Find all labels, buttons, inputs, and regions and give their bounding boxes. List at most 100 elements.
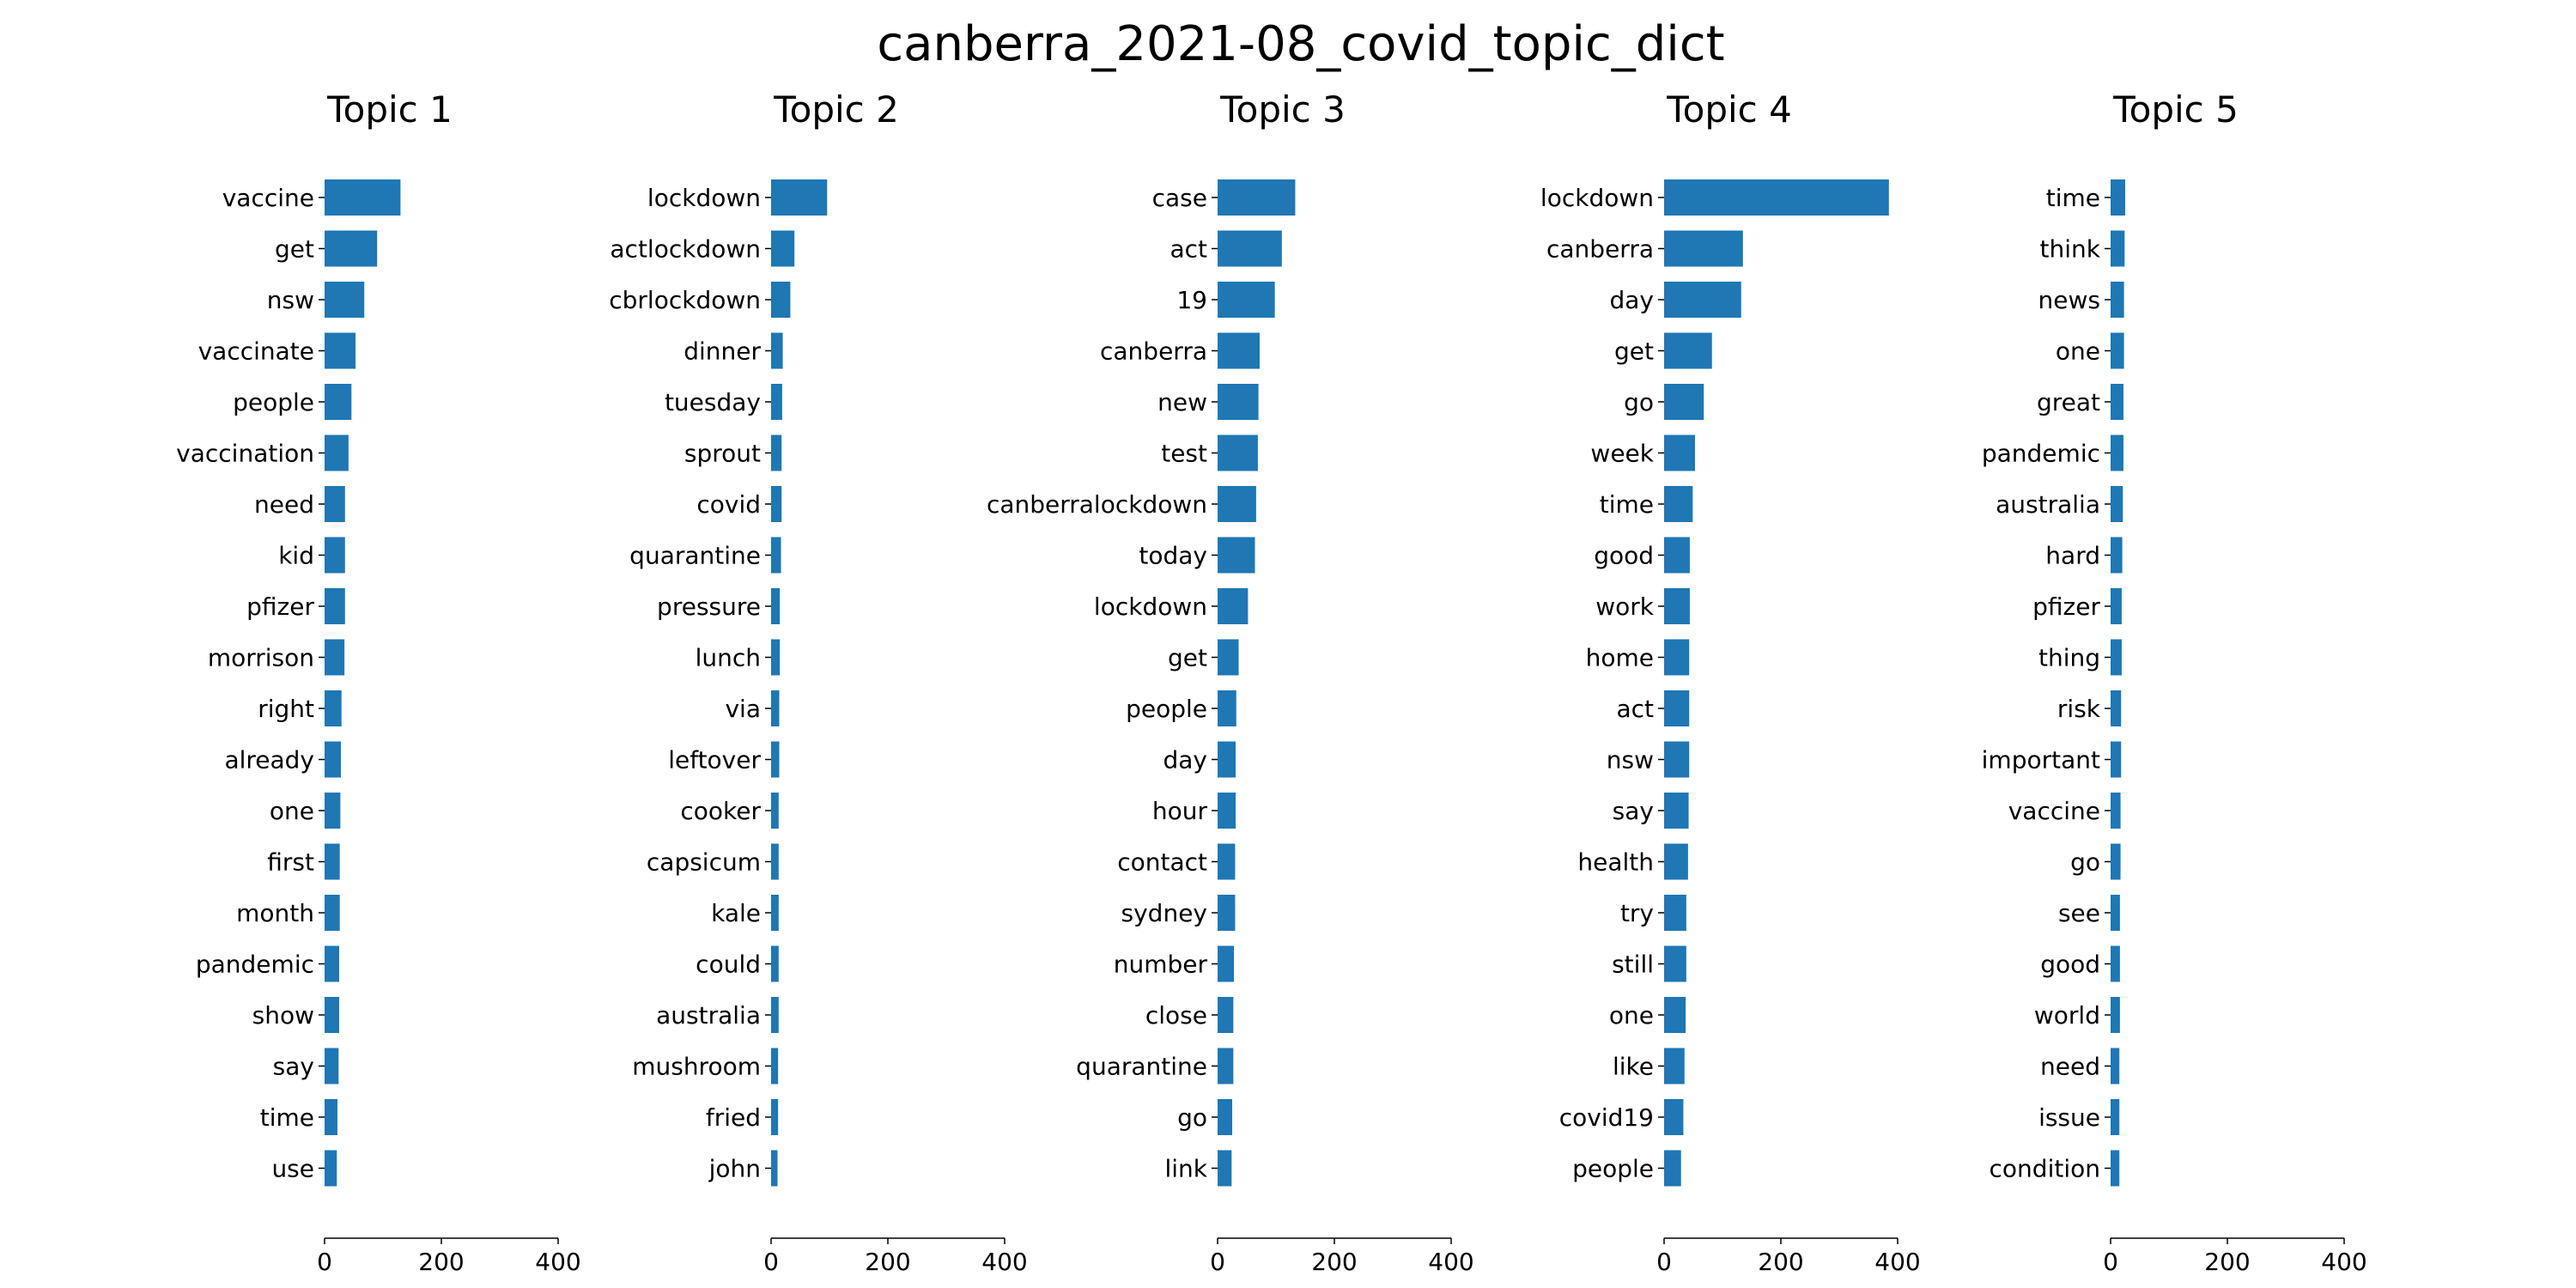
x-tick-label: 200 — [865, 1248, 910, 1276]
bar — [771, 741, 780, 778]
bar — [325, 332, 356, 369]
category-label: act — [1170, 235, 1207, 264]
bar — [1218, 230, 1282, 267]
category-label: say — [1613, 797, 1654, 825]
category-label: lockdown — [1540, 184, 1654, 212]
bar — [771, 434, 782, 471]
bar — [771, 384, 782, 420]
x-tick-label: 400 — [981, 1248, 1027, 1276]
bar — [325, 997, 339, 1033]
bar — [1218, 1099, 1232, 1135]
panel-title: Topic 4 — [1666, 88, 1792, 131]
x-tick-label: 0 — [2103, 1248, 2118, 1276]
x-tick-label: 400 — [1874, 1248, 1920, 1276]
bar — [2111, 537, 2123, 574]
category-label: go — [1624, 388, 1654, 416]
category-label: hour — [1152, 797, 1208, 825]
category-label: time — [1600, 490, 1654, 519]
category-label: covid — [696, 490, 761, 519]
bar — [771, 1099, 779, 1135]
category-label: world — [2034, 1001, 2100, 1030]
bar — [2111, 793, 2121, 829]
category-label: quarantine — [1076, 1053, 1207, 1081]
bar — [1664, 537, 1690, 574]
panel-title: Topic 5 — [2112, 88, 2239, 131]
category-label: get — [275, 235, 314, 264]
category-label: fried — [706, 1103, 761, 1132]
category-label: issue — [2038, 1103, 2100, 1132]
category-label: go — [2070, 848, 2100, 877]
category-label: cooker — [680, 797, 761, 825]
category-label: vaccination — [176, 440, 314, 468]
bar — [325, 843, 340, 880]
bar — [1664, 639, 1690, 676]
bar — [1218, 793, 1236, 829]
category-label: right — [258, 695, 314, 723]
category-label: vaccine — [2008, 797, 2100, 825]
category-label: lockdown — [1094, 592, 1207, 621]
category-label: test — [1161, 440, 1207, 468]
bar — [771, 1048, 779, 1084]
bar — [1218, 843, 1236, 880]
bar — [325, 537, 345, 574]
bar — [771, 793, 779, 829]
category-label: say — [273, 1053, 314, 1081]
bar — [1664, 895, 1686, 931]
topic-panels: Topic 1 vaccine get nsw vaccinate people vacci… — [176, 88, 2367, 1276]
x-tick-label: 200 — [1311, 1248, 1357, 1276]
panel-title: Topic 1 — [326, 88, 453, 131]
category-label: time — [260, 1103, 314, 1132]
category-label: people — [233, 388, 314, 416]
bar — [771, 843, 779, 880]
panel-title: Topic 2 — [773, 88, 899, 131]
bar — [1218, 997, 1234, 1033]
category-label: good — [2040, 951, 2100, 979]
bar — [2111, 895, 2120, 931]
category-label: great — [2037, 388, 2100, 416]
bar — [325, 895, 340, 931]
category-label: today — [1139, 542, 1207, 570]
x-tick-label: 0 — [317, 1248, 332, 1276]
bar — [2111, 384, 2123, 420]
bar — [771, 588, 781, 624]
bar — [771, 332, 783, 369]
bar — [325, 486, 345, 522]
category-label: get — [1168, 644, 1207, 672]
category-label: capsicum — [647, 848, 761, 877]
category-label: work — [1595, 592, 1655, 621]
bar — [1664, 384, 1704, 420]
bar — [771, 895, 779, 931]
category-label: nsw — [267, 286, 314, 314]
bar — [1218, 384, 1259, 420]
category-label: pfizer — [2032, 592, 2100, 621]
bar — [325, 384, 352, 420]
bar — [2111, 230, 2125, 267]
category-label: one — [2056, 337, 2100, 366]
category-label: show — [252, 1001, 314, 1030]
bar — [325, 588, 345, 624]
category-label: home — [1586, 644, 1654, 672]
category-label: number — [1114, 951, 1208, 979]
category-label: use — [271, 1155, 314, 1183]
bar — [2111, 1099, 2120, 1135]
bar — [771, 486, 782, 522]
category-label: leftover — [668, 746, 761, 775]
category-label: need — [2040, 1053, 2100, 1081]
bar — [2111, 741, 2122, 778]
bar — [1218, 1150, 1232, 1187]
category-label: could — [696, 951, 761, 979]
bar — [771, 690, 780, 726]
bar — [2111, 332, 2124, 369]
category-label: case — [1152, 184, 1207, 212]
category-label: people — [1126, 695, 1207, 723]
category-label: pfizer — [246, 592, 314, 621]
bar — [1218, 639, 1239, 676]
x-tick-label: 400 — [2321, 1248, 2366, 1276]
bar — [325, 230, 378, 267]
category-label: already — [224, 746, 314, 775]
bar — [325, 1048, 339, 1084]
x-tick-label: 400 — [535, 1248, 580, 1276]
bar — [1218, 282, 1275, 318]
category-label: need — [254, 490, 314, 519]
